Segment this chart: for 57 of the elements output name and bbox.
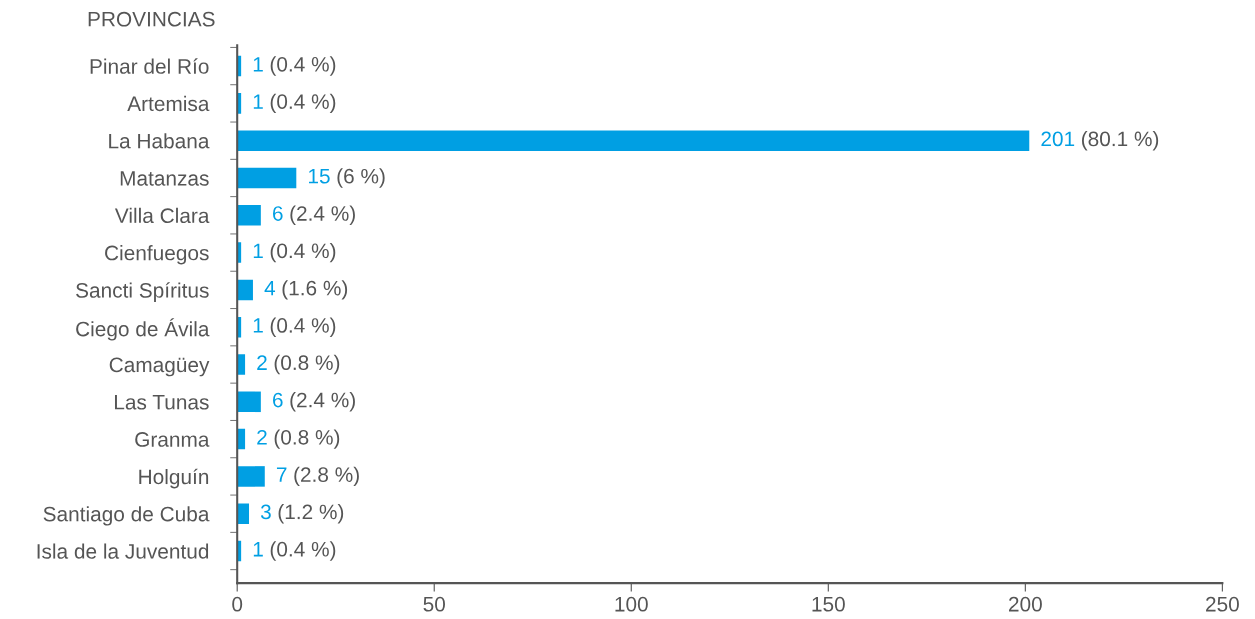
x-tick-label: 100: [615, 596, 648, 612]
y-tick-label: Holguín: [139, 468, 209, 489]
annotation: (0.4 %): [270, 541, 336, 561]
x-tick-label: 200: [1009, 596, 1042, 612]
x-tick-label: 50: [423, 596, 445, 612]
y-tick-label: Matanzas: [120, 171, 209, 186]
y-tick-label: Ciego de Ávila: [76, 318, 210, 341]
data-label: 1: [253, 57, 263, 72]
annotation: (0.4 %): [270, 317, 336, 337]
y-tick-label: Pinar del Río: [90, 58, 209, 74]
annotation: (0.4 %): [270, 56, 336, 76]
bar: [237, 130, 1030, 151]
annotation: (1.6 %): [282, 280, 348, 300]
bar: [237, 466, 265, 487]
bar: [237, 279, 253, 301]
y-tick-label: Isla de la Juventud: [37, 543, 209, 559]
annotation: (1.2 %): [278, 504, 344, 524]
annotation: (6 %): [337, 168, 385, 188]
x-tick-label: 250: [1206, 596, 1239, 612]
data-label: 6: [273, 392, 283, 408]
data-label: 1: [253, 94, 263, 109]
data-label: 6: [273, 206, 283, 221]
bar: [237, 391, 261, 413]
data-label: 1: [253, 243, 263, 258]
x-tick-label: 0: [232, 596, 243, 612]
y-tick-label: La Habana: [109, 133, 210, 149]
bar: [237, 205, 261, 226]
annotation: (0.4 %): [270, 93, 336, 114]
y-axis-title: PROVINCIAS: [88, 11, 215, 27]
y-tick-label: Artemisa: [127, 95, 210, 112]
data-label: 4: [264, 280, 276, 296]
bar: [237, 354, 246, 375]
data-label: 201: [1041, 131, 1075, 147]
annotation: (0.4 %): [270, 242, 336, 263]
y-tick-label: Cienfuegos: [105, 245, 209, 265]
data-label: 1: [253, 318, 263, 333]
annotation: (2.8 %): [294, 466, 359, 487]
y-tick-label: Las Tunas: [115, 395, 209, 410]
data-label: 3: [260, 504, 271, 520]
bar: [237, 167, 297, 189]
y-tick-label: Granma: [135, 432, 210, 447]
x-tick-label: 150: [812, 596, 845, 612]
data-label: 7: [276, 467, 287, 482]
y-tick-label: Villa Clara: [114, 207, 210, 224]
y-tick-label: Camagüey: [109, 357, 210, 377]
bar: [237, 503, 250, 524]
y-tick-label: Santiago de Cuba: [43, 506, 210, 526]
annotation: (80.1 %): [1081, 130, 1159, 151]
data-label: 1: [253, 542, 263, 557]
annotation: (0.8 %): [274, 429, 340, 449]
data-label: 15: [309, 169, 330, 184]
annotation: (0.8 %): [274, 354, 340, 375]
annotation: (2.4 %): [290, 392, 355, 412]
y-tick-label: Sancti Spíritus: [76, 282, 209, 302]
data-label: 2: [257, 429, 267, 445]
annotation: (2.4 %): [290, 205, 355, 225]
data-label: 2: [257, 355, 267, 370]
